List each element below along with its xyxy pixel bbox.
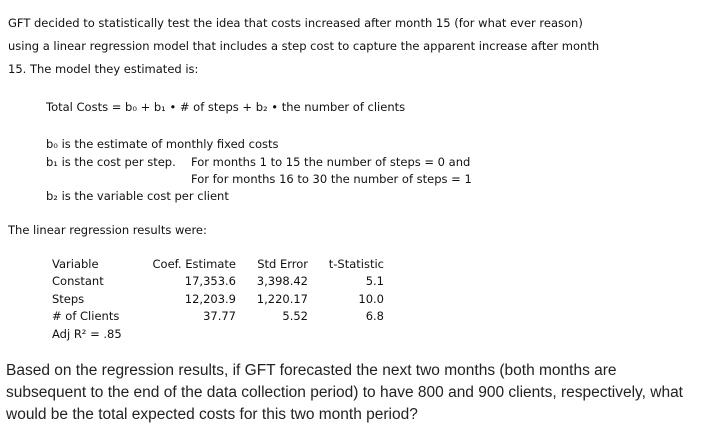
intro-line-3: 15. The model they estimated is: — [8, 62, 199, 76]
definition-b1-note-2: For for months 16 to 30 the number of st… — [191, 172, 472, 186]
table-cell: 5.52 — [282, 309, 308, 324]
table-cell: 1,220.17 — [256, 291, 308, 306]
table-cell: Constant — [52, 274, 104, 289]
table-cell: 6.8 — [365, 309, 384, 324]
table-row: # of Clients 37.77 5.52 6.8 — [52, 308, 384, 326]
question-text: Based on the regression results, if GFT … — [6, 360, 712, 426]
definition-b1-note-1: For months 1 to 15 the number of steps =… — [191, 155, 471, 169]
adj-r2-row: Adj R² = .85 — [52, 325, 384, 343]
question-line-3: would be the total expected costs for th… — [6, 406, 418, 423]
header-std-error: Std Error — [257, 256, 308, 271]
table-cell: 3,398.42 — [256, 274, 308, 289]
table-cell: 10.0 — [358, 291, 384, 306]
adj-r2-value: Adj R² = .85 — [52, 326, 122, 341]
table-cell: Steps — [52, 291, 85, 306]
header-coef-estimate: Coef. Estimate — [152, 256, 236, 271]
table-cell: # of Clients — [52, 309, 120, 324]
question-line-1: Based on the regression results, if GFT … — [6, 362, 617, 379]
results-intro: The linear regression results were: — [8, 223, 207, 237]
definition-b0: b₀ is the estimate of monthly fixed cost… — [46, 137, 279, 151]
model-formula: Total Costs = b₀ + b₁ • # of steps + b₂ … — [46, 100, 406, 114]
definition-b2: b₂ is the variable cost per client — [46, 189, 229, 203]
header-t-statistic: t-Statistic — [328, 256, 384, 271]
definition-b1: b₁ is the cost per step. — [46, 155, 176, 169]
intro-line-2: using a linear regression model that inc… — [8, 39, 600, 53]
table-row: Constant 17,353.6 3,398.42 5.1 — [52, 273, 384, 291]
table-cell: 37.77 — [203, 309, 236, 324]
header-variable: Variable — [52, 256, 99, 271]
table-row: Steps 12,203.9 1,220.17 10.0 — [52, 290, 384, 308]
intro-line-1: GFT decided to statistically test the id… — [8, 16, 583, 30]
table-cell: 12,203.9 — [184, 291, 236, 306]
question-line-2: subsequent to the end of the data collec… — [6, 384, 683, 401]
table-header-row: Variable Coef. Estimate Std Error t-Stat… — [52, 255, 384, 273]
regression-results-table: Variable Coef. Estimate Std Error t-Stat… — [52, 255, 384, 343]
table-cell: 5.1 — [365, 274, 384, 289]
table-cell: 17,353.6 — [184, 274, 236, 289]
